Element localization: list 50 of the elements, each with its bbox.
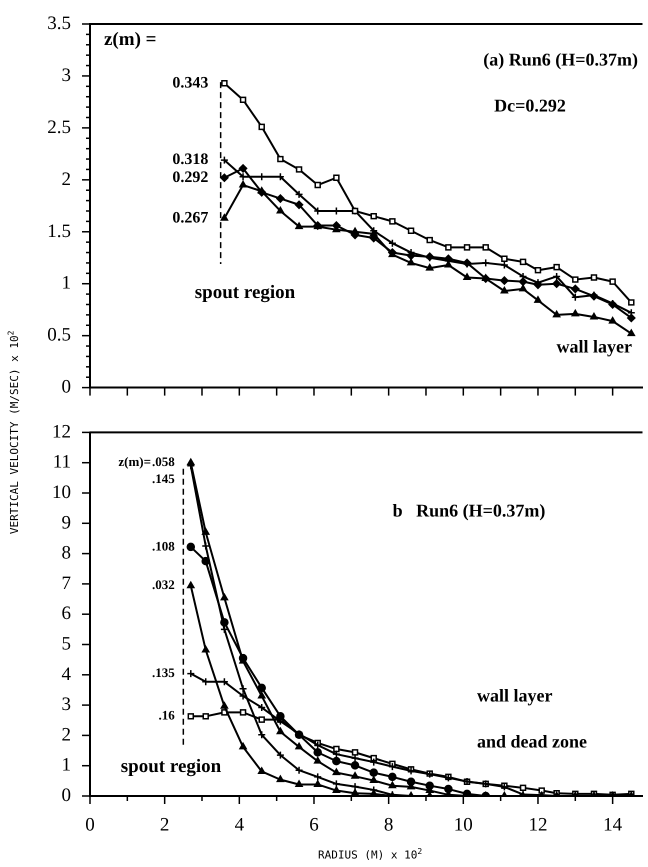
annotation: spout region <box>194 282 296 303</box>
y-tick-label: 11 <box>52 452 71 473</box>
y-tick-label: 5 <box>62 633 71 654</box>
y-tick-label: 6 <box>62 603 71 624</box>
y-tick-label: 1 <box>62 272 71 294</box>
series-label: .108 <box>152 538 176 554</box>
y-tick-label: 3 <box>62 64 71 86</box>
x-tick-label: 10 <box>454 814 473 836</box>
series-label: 0.292 <box>172 169 208 186</box>
y-tick-label: 4 <box>62 664 72 685</box>
annotation: and dead zone <box>477 732 588 752</box>
x-tick-label: 8 <box>384 814 394 836</box>
x-tick-label: 4 <box>234 814 245 836</box>
series-label: .145 <box>152 471 176 486</box>
y-tick-label: 12 <box>52 421 71 442</box>
y-tick-label: 7 <box>62 572 71 594</box>
series-label: .058 <box>152 454 176 470</box>
y-tick-label: 0.5 <box>47 324 71 346</box>
y-tick-label: 3.5 <box>47 12 71 34</box>
series-label: .16 <box>158 708 176 723</box>
annotation: Dc=0.292 <box>494 96 566 116</box>
y-tick-label: 2.5 <box>47 116 71 138</box>
x-tick-label: 12 <box>528 814 548 836</box>
series-label: 0.267 <box>172 209 208 226</box>
series-label: 0.318 <box>172 151 208 168</box>
y-tick-label: 0 <box>62 784 71 806</box>
annotation: z(m) = <box>104 28 156 50</box>
x-tick-label: 14 <box>603 814 623 836</box>
annotation: wall layer <box>477 686 552 706</box>
x-tick-label: 0 <box>85 814 95 836</box>
annotation: z(m)= <box>118 454 152 470</box>
series-label: 0.343 <box>172 74 208 92</box>
x-tick-label: 6 <box>309 814 319 836</box>
y-tick-label: 1 <box>62 754 71 776</box>
x-tick-label: 2 <box>160 814 170 836</box>
y-tick-label: 1.5 <box>47 220 71 242</box>
y-tick-label: 2 <box>62 168 71 190</box>
annotation: wall layer <box>556 336 632 357</box>
annotation: b Run6 (H=0.37m) <box>392 500 546 521</box>
series-label: .135 <box>152 664 176 680</box>
y-tick-label: 2 <box>62 724 71 746</box>
annotation: spout region <box>120 756 222 777</box>
x-axis-title: RADIUS (M) x 10$^{2}$ <box>318 847 422 862</box>
y-tick-label: 3 <box>62 694 71 716</box>
y-tick-label: 10 <box>52 482 71 503</box>
series-label: .032 <box>152 577 175 592</box>
annotation: (a) Run6 (H=0.37m) <box>483 50 638 70</box>
y-tick-label: 9 <box>62 512 71 534</box>
y-tick-label: 8 <box>62 542 71 564</box>
y-tick-label: 0 <box>62 376 71 398</box>
